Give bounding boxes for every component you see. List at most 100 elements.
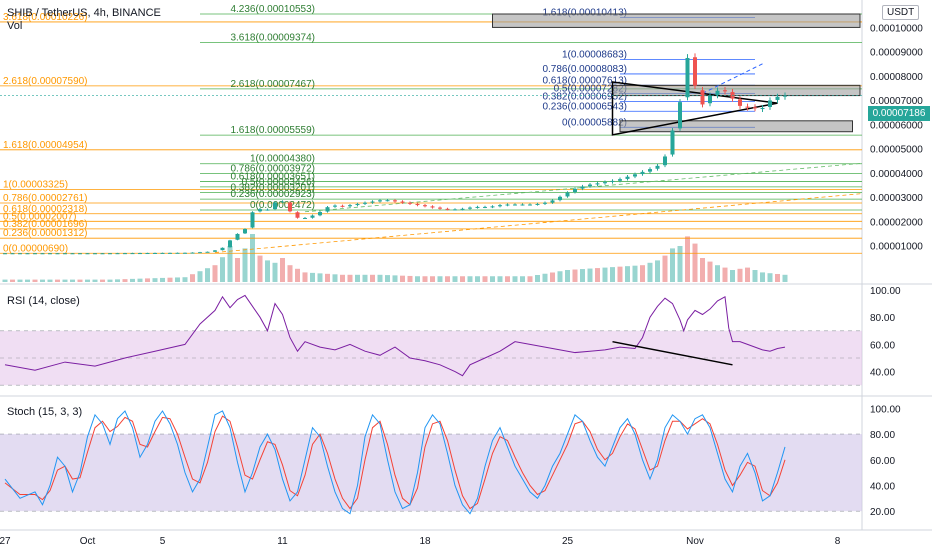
- volume-bar: [317, 273, 323, 282]
- candle-body: [558, 196, 562, 201]
- volume-bar: [280, 258, 285, 282]
- volume-bar: [250, 234, 255, 282]
- volume-bar: [602, 267, 608, 282]
- fib-label-mid: 3.618(0.00009374): [230, 33, 315, 44]
- rsi-pane-title[interactable]: RSI (14, close): [7, 295, 80, 307]
- symbol-title[interactable]: SHIB / TetherUS, 4h, BINANCE: [7, 7, 161, 19]
- volume-bar: [355, 274, 360, 282]
- candle-body: [63, 253, 67, 255]
- time-axis-tick: 11: [277, 536, 288, 547]
- trend-line: [214, 193, 863, 253]
- candle-body: [393, 200, 397, 202]
- candle-body: [213, 250, 217, 252]
- candle-body: [153, 252, 157, 254]
- candle-body: [430, 206, 435, 208]
- volume-bar: [730, 270, 735, 282]
- candle-body: [340, 205, 345, 207]
- candle-body: [618, 179, 622, 181]
- volume-bar: [242, 248, 248, 282]
- volume-bar: [475, 276, 480, 282]
- volume-bar: [707, 261, 713, 282]
- volume-bar: [85, 279, 90, 282]
- zone-box: [492, 13, 861, 28]
- volume-bar: [377, 274, 383, 282]
- candle-body: [265, 209, 270, 211]
- fib-label-mid: 0.786(0.00003972): [230, 164, 315, 175]
- candle-body: [280, 201, 285, 203]
- candle-body: [145, 253, 150, 255]
- rsi-axis-tick: 100.00: [870, 286, 901, 297]
- fib-label-left: 0.618(0.00002318): [3, 204, 88, 215]
- candle-body: [745, 106, 750, 108]
- volume-bar: [25, 279, 30, 282]
- fib-label-right: 0(0.00005882): [562, 117, 627, 128]
- candle-body: [288, 202, 292, 212]
- volume-bar: [625, 266, 630, 282]
- price-axis-tick: 0.00009000: [870, 48, 923, 59]
- volume-bar: [310, 272, 315, 282]
- volume-bar: [182, 277, 188, 282]
- volume-bar: [145, 278, 150, 282]
- stoch-pane-title[interactable]: Stoch (15, 3, 3): [7, 406, 83, 418]
- candle-body: [588, 184, 592, 187]
- fib-label-mid: 1.618(0.00005559): [230, 125, 315, 136]
- candle-body: [505, 204, 510, 206]
- candle-body: [460, 208, 465, 210]
- volume-bar: [692, 243, 698, 282]
- volume-bar: [617, 266, 623, 282]
- volume-bar: [467, 276, 473, 282]
- candle-body: [438, 207, 442, 209]
- volume-label[interactable]: Vol: [7, 20, 23, 32]
- time-axis-tick: 27: [0, 536, 11, 547]
- time-axis-tick: Oct: [80, 536, 96, 547]
- volume-bar: [302, 272, 308, 282]
- rsi-band: [0, 330, 862, 386]
- fib-label-mid: 0(0.00002472): [250, 200, 315, 211]
- volume-bar: [295, 268, 300, 282]
- volume-bar: [685, 236, 690, 282]
- volume-bar: [265, 260, 270, 282]
- candle-body: [228, 240, 232, 248]
- volume-bar: [662, 255, 668, 282]
- stoch-axis-tick: 100.00: [870, 404, 901, 415]
- volume-bar: [775, 274, 780, 282]
- volume-bar: [722, 267, 728, 282]
- volume-bar: [647, 262, 653, 282]
- rsi-divergence-line: [612, 340, 733, 366]
- candle-body: [333, 205, 337, 207]
- time-axis-tick: Nov: [686, 536, 704, 547]
- volume-bar: [430, 276, 435, 282]
- candle-body: [130, 253, 135, 255]
- volume-bar: [505, 276, 510, 282]
- volume-bar: [632, 265, 638, 282]
- candle-body: [573, 188, 577, 193]
- triangle-pattern: [611, 81, 778, 136]
- price-axis-tick: 0.00001000: [870, 242, 923, 253]
- last-price-tag: 0.00007186: [868, 106, 930, 121]
- currency-badge[interactable]: USDT: [882, 5, 920, 20]
- volume-bar: [782, 274, 788, 282]
- candle-body: [610, 180, 615, 183]
- price-axis-tick: 0.00002000: [870, 217, 923, 228]
- candle-body: [648, 169, 652, 172]
- candle-body: [190, 252, 195, 254]
- volume-bar: [445, 276, 450, 282]
- volume-bar: [167, 277, 173, 282]
- volume-bar: [700, 258, 705, 282]
- candle-body: [685, 57, 690, 98]
- fib-label-right: 0.382(0.00006952): [542, 91, 627, 102]
- candle-body: [753, 107, 757, 109]
- candle-body: [318, 212, 322, 216]
- candle-body: [175, 252, 180, 254]
- stoch-axis-tick: 40.00: [870, 481, 895, 492]
- fib-label-mid: 1(0.00004380): [250, 154, 315, 165]
- fib-label-left: 0.5(0.00002007): [3, 211, 76, 222]
- volume-bar: [415, 276, 420, 282]
- fib-label-mid: 4.236(0.00010553): [230, 4, 315, 15]
- stoch-axis-tick: 60.00: [870, 456, 895, 467]
- volume-bar: [527, 276, 533, 282]
- candle-body: [93, 253, 97, 255]
- volume-bar: [535, 274, 540, 282]
